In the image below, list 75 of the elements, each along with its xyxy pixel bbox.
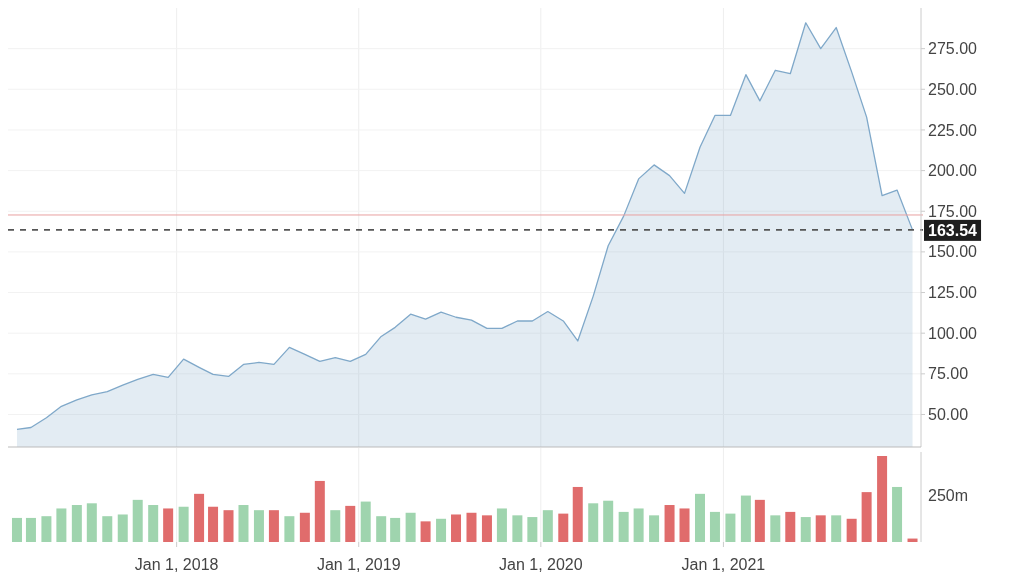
ref-line-label: 163.54 (928, 221, 978, 239)
y-tick-label: 75.00 (928, 365, 969, 383)
bar (405, 512, 416, 542)
bar (25, 517, 36, 542)
x-tick-label: Jan 1, 2018 (134, 556, 219, 573)
bar (527, 517, 538, 542)
x-tick-label: Jan 1, 2021 (681, 556, 766, 573)
bar (11, 517, 22, 542)
bar (861, 492, 872, 542)
bar (253, 510, 264, 542)
bar (238, 505, 249, 542)
bar (360, 501, 371, 542)
y-tick-label: 250.00 (928, 80, 978, 98)
y-tick-label: 225.00 (928, 121, 978, 139)
bar (618, 511, 629, 542)
bar (345, 505, 356, 542)
bar (41, 516, 52, 542)
bar (86, 503, 97, 542)
x-tick-label: Jan 1, 2020 (499, 556, 583, 573)
bar (71, 505, 82, 542)
bar (800, 517, 811, 542)
bar (299, 512, 310, 542)
bar (268, 510, 279, 542)
bar (709, 511, 720, 542)
bar (754, 499, 765, 542)
bar (664, 505, 675, 542)
bar (846, 518, 857, 542)
y-tick-label: 100.00 (928, 324, 978, 342)
bar (420, 521, 431, 542)
text: 250m (928, 486, 969, 504)
bar (892, 486, 903, 542)
bar (102, 516, 113, 542)
bar (877, 456, 888, 542)
bar (770, 515, 781, 542)
bar (481, 515, 492, 542)
bar (694, 493, 705, 542)
y-tick-label: 125.00 (928, 284, 978, 302)
bar (831, 515, 842, 542)
bar (603, 500, 614, 542)
y-tick-label: 150.00 (928, 243, 978, 261)
y-tick-label: 50.00 (928, 406, 969, 424)
bar (132, 499, 143, 542)
bar (178, 506, 189, 542)
bar (512, 515, 523, 542)
bar (314, 480, 325, 542)
bar (163, 508, 174, 542)
bar (785, 511, 796, 542)
bar (390, 517, 401, 542)
bar (194, 493, 205, 542)
bar (572, 486, 583, 542)
bar (558, 513, 569, 542)
bar (223, 510, 234, 542)
x-tick-label: Jan 1, 2019 (316, 556, 401, 573)
bar (466, 512, 477, 542)
bar (725, 513, 736, 542)
y-tick-label: 200.00 (928, 162, 978, 180)
bar (330, 510, 341, 542)
y-tick-label: 175.00 (928, 202, 978, 220)
bar (649, 515, 660, 542)
bar (284, 516, 295, 542)
bar (588, 503, 599, 542)
bar (679, 508, 690, 542)
bar (815, 515, 826, 542)
bar (633, 508, 644, 542)
bar (740, 495, 751, 542)
bar (451, 514, 462, 542)
bar (148, 505, 159, 542)
bar (542, 510, 553, 542)
bar (496, 508, 507, 542)
bar (376, 516, 387, 542)
bar (117, 514, 128, 542)
y-tick-label: 275.00 (928, 40, 978, 58)
bar (56, 508, 67, 542)
bar (208, 506, 219, 542)
bar (436, 518, 447, 542)
